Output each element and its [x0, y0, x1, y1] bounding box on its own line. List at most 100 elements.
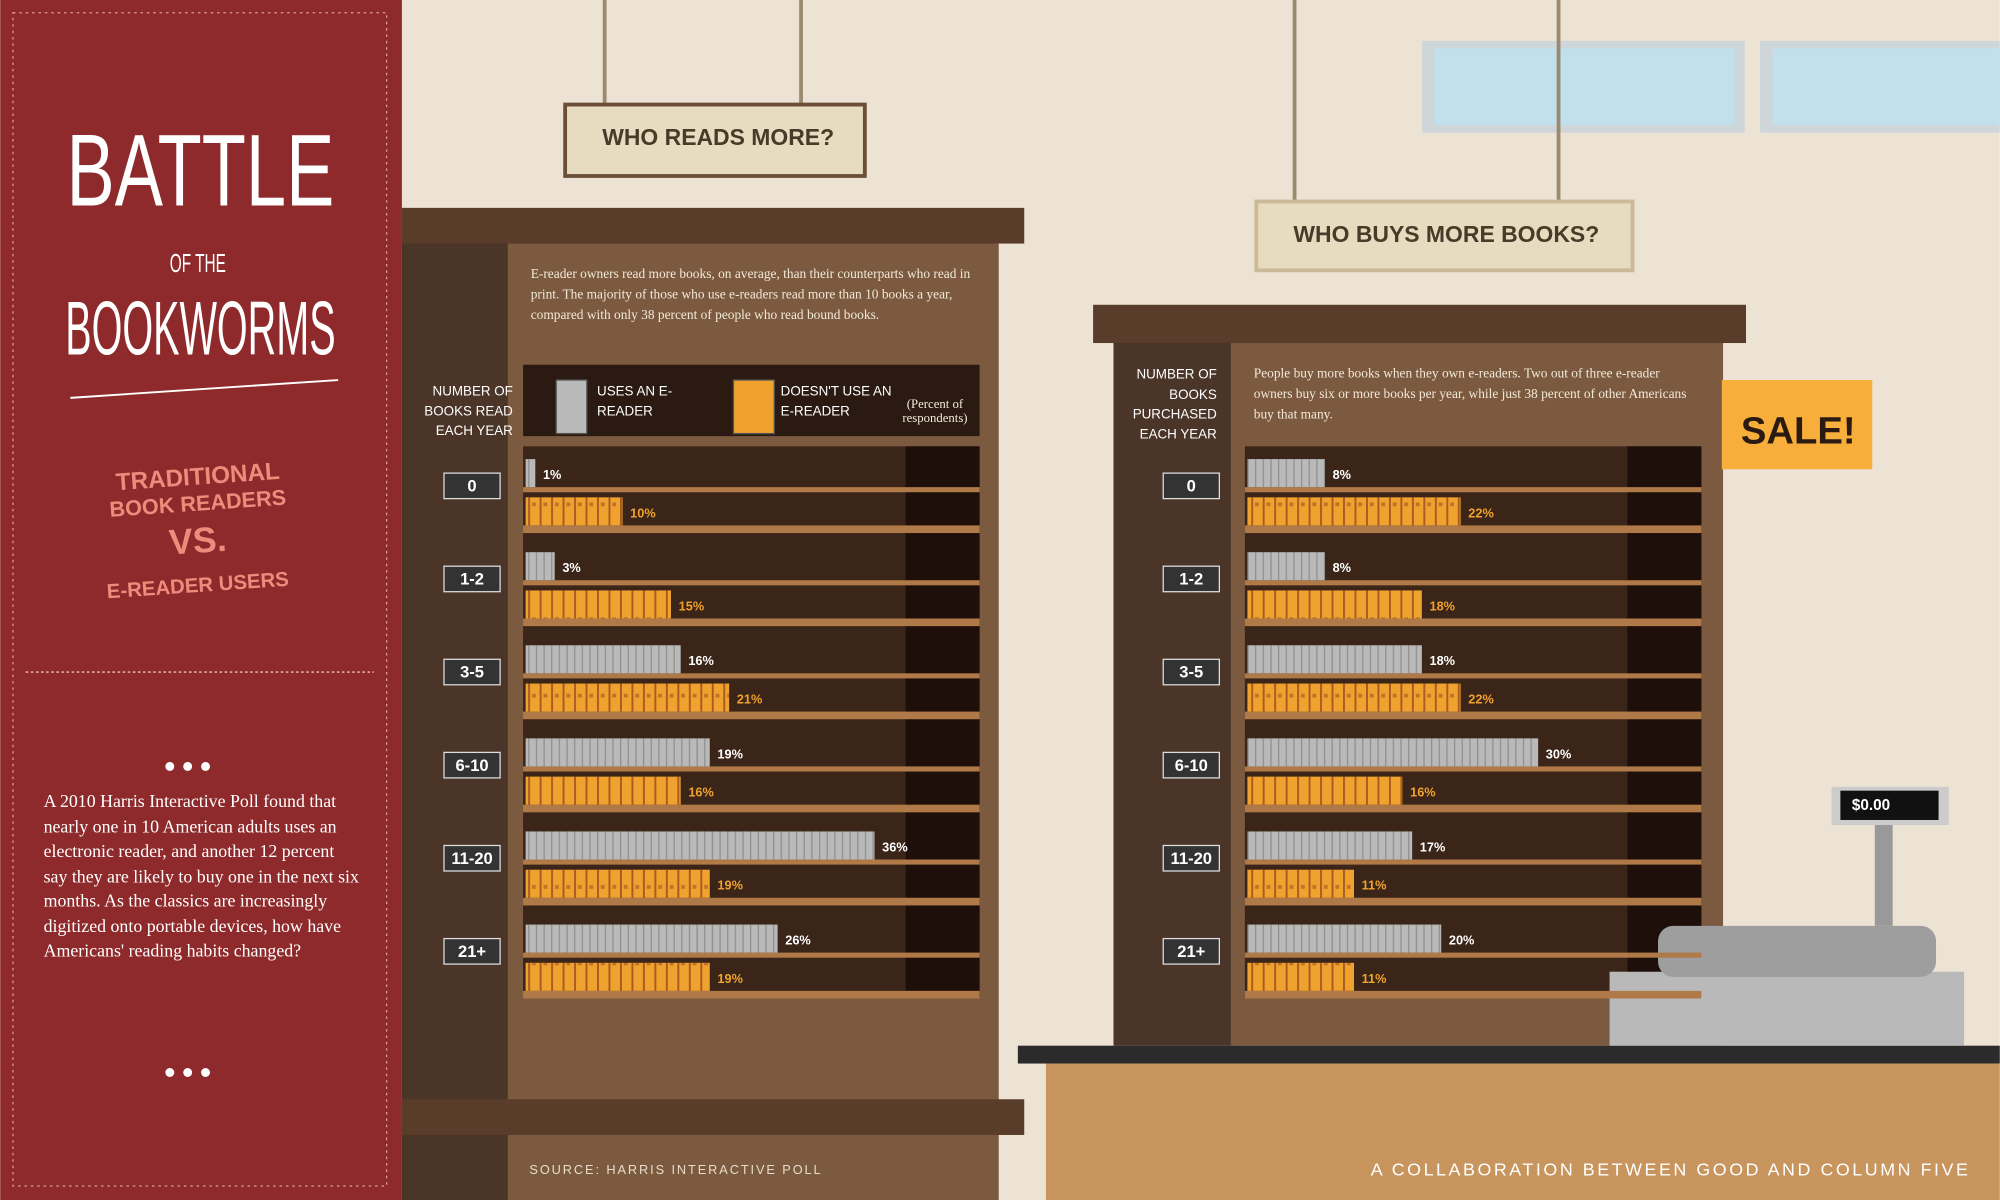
book-texture	[1247, 497, 1461, 526]
value-label: 20%	[1449, 933, 1475, 948]
counter-top	[1017, 1045, 2000, 1064]
text-box: NUMBER OF BOOKS READ EACH YEAR	[424, 383, 513, 439]
book-texture	[1247, 962, 1355, 991]
text-box: E-reader owners read more books, on aver…	[530, 267, 971, 323]
display-screen	[1840, 790, 1939, 820]
value-label: 22%	[1468, 691, 1494, 706]
category-label: 1-2	[1179, 570, 1203, 589]
shelf	[1244, 859, 1702, 865]
category-tag	[1162, 844, 1220, 872]
shelf	[523, 804, 980, 813]
shelf	[1244, 952, 1702, 958]
book-texture	[525, 869, 710, 898]
category-label: 3-5	[1179, 663, 1203, 682]
value-label: 8%	[1333, 467, 1351, 482]
value-label: 18%	[1430, 598, 1456, 613]
category-label: 3-5	[460, 663, 484, 682]
book-texture	[1247, 831, 1413, 860]
book-texture	[1247, 645, 1422, 674]
value-label: 16%	[688, 653, 714, 668]
text-block: NUMBER OF BOOKS PURCHASED EACH YEAR	[1132, 367, 1217, 442]
book-texture	[525, 738, 710, 767]
category-tag	[443, 565, 501, 593]
book-texture	[1247, 683, 1461, 712]
value-label: 10%	[630, 505, 656, 520]
shelf	[523, 859, 980, 865]
register	[1609, 971, 1965, 1046]
sale-text: SALE!	[1741, 410, 1856, 453]
shelf	[523, 487, 980, 493]
shelf	[1244, 711, 1702, 720]
category-tag	[1162, 751, 1220, 779]
text-box: (Percent of respondents)	[902, 398, 967, 426]
category-tag	[443, 472, 501, 500]
value-label: 11%	[1362, 878, 1387, 893]
text-block: NUMBER OF BOOKS READ EACH YEAR	[424, 383, 513, 439]
value-label: 8%	[1333, 560, 1351, 575]
value-label: 19%	[717, 746, 743, 761]
book-texture	[525, 924, 778, 953]
shelf	[1244, 897, 1702, 906]
value-label: 18%	[1430, 653, 1456, 668]
book-texture	[1247, 869, 1355, 898]
shelf	[1244, 804, 1702, 813]
shelf	[523, 673, 980, 679]
window-glass	[1772, 48, 2000, 125]
book-texture	[1247, 552, 1325, 581]
shelf	[1244, 580, 1702, 586]
title-line: OF THE	[170, 250, 226, 278]
shelf	[523, 952, 980, 958]
legend-swatch	[555, 379, 588, 435]
book-texture	[525, 590, 671, 619]
legend-swatch	[732, 379, 775, 435]
register-pole	[1874, 816, 1893, 926]
category-tag	[1162, 937, 1220, 965]
shelf	[523, 766, 980, 772]
shelf	[523, 711, 980, 720]
book-texture	[525, 962, 710, 991]
sign	[563, 102, 867, 178]
category-label: 1-2	[460, 570, 484, 589]
bookcase-top	[401, 207, 1025, 244]
sale-sign	[1721, 380, 1873, 470]
value-label: 36%	[882, 839, 908, 854]
category-tag	[443, 937, 501, 965]
value-label: 16%	[1410, 785, 1436, 800]
title-line: BATTLE	[67, 113, 335, 227]
shelf	[1244, 525, 1702, 534]
text-block: E-reader owners read more books, on aver…	[530, 267, 971, 323]
shelf	[523, 990, 980, 999]
text-box: DOESN'T USE AN E-READER	[781, 384, 892, 419]
value-label: 3%	[562, 560, 580, 575]
shelf	[523, 897, 980, 906]
category-tag	[1162, 658, 1220, 686]
value-label: 16%	[688, 785, 714, 800]
text-box: People buy more books when they own e-re…	[1253, 367, 1687, 423]
category-tag	[443, 844, 501, 872]
bookcase-top	[1093, 304, 1747, 344]
category-label: 11-20	[451, 849, 492, 868]
book-texture	[525, 459, 536, 488]
book-texture	[525, 831, 875, 860]
register-top	[1658, 925, 1937, 977]
category-label: 21+	[1177, 942, 1205, 961]
text-block: People buy more books when they own e-re…	[1253, 367, 1687, 423]
counter	[1045, 1063, 2000, 1200]
intro-box: A 2010 Harris Interactive Poll found tha…	[44, 793, 359, 961]
book-texture	[1247, 924, 1442, 953]
shelf	[1244, 673, 1702, 679]
book-texture	[1247, 590, 1422, 619]
category-tag	[443, 658, 501, 686]
window-glass	[1434, 48, 1735, 125]
book-texture	[525, 552, 555, 581]
value-label: 22%	[1468, 505, 1494, 520]
category-tag	[1162, 472, 1220, 500]
value-label: 21%	[737, 691, 763, 706]
value-label: 17%	[1420, 839, 1446, 854]
value-label: 30%	[1546, 746, 1572, 761]
value-label: 15%	[679, 598, 705, 613]
text-block: USES AN E-READER	[597, 383, 673, 419]
chart-title: WHO READS MORE?	[602, 124, 834, 150]
credit: A COLLABORATION BETWEEN GOOD AND COLUMN …	[1371, 1159, 1971, 1179]
